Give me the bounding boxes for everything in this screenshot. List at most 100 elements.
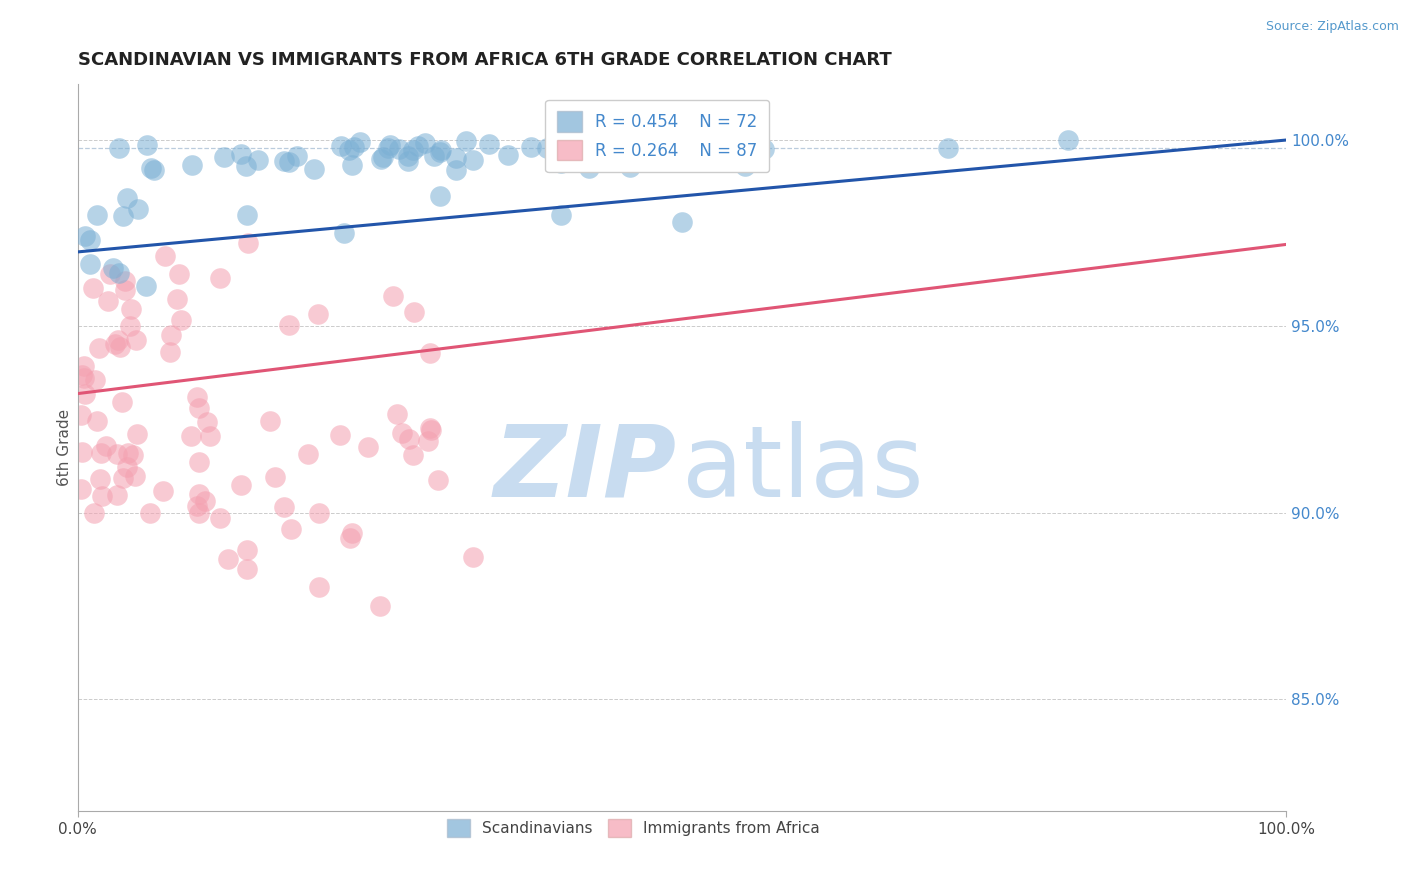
Point (159, 344, 181, 359)
Point (115, 191, 138, 205)
Text: ZIP: ZIP (494, 421, 676, 518)
Point (125, 333, 148, 347)
Point (416, 434, 439, 449)
Point (122, 448, 145, 462)
Point (423, 149, 446, 163)
Point (139, 506, 162, 520)
Point (308, 506, 330, 520)
Point (401, 449, 423, 463)
Point (120, 302, 142, 317)
Point (342, 159, 364, 173)
Point (936, 140, 959, 154)
Point (188, 455, 211, 469)
Point (90, 446, 112, 460)
Point (107, 141, 129, 155)
Point (125, 427, 148, 442)
Point (402, 305, 425, 319)
Point (238, 235, 260, 250)
Point (90, 490, 112, 504)
Point (187, 506, 209, 520)
Point (170, 312, 193, 326)
Text: SCANDINAVIAN VS IMMIGRANTS FROM AFRICA 6TH GRADE CORRELATION CHART: SCANDINAVIAN VS IMMIGRANTS FROM AFRICA 6… (77, 51, 891, 69)
Point (444, 151, 467, 165)
Point (396, 149, 419, 163)
Point (79, 233, 101, 247)
Point (103, 261, 125, 276)
Point (86, 208, 108, 222)
Point (107, 334, 129, 348)
Point (387, 142, 409, 156)
Point (329, 428, 352, 442)
Point (117, 459, 139, 474)
Point (127, 202, 149, 217)
Point (536, 141, 558, 155)
Point (550, 156, 572, 170)
Point (658, 139, 681, 153)
Point (139, 161, 162, 176)
Point (212, 150, 235, 164)
Point (280, 522, 302, 536)
Point (186, 499, 208, 513)
Point (169, 267, 191, 281)
Point (70, 444, 93, 458)
Point (114, 274, 136, 288)
Point (1057, 133, 1080, 147)
Point (370, 153, 392, 167)
Point (153, 249, 176, 263)
Point (704, 138, 727, 153)
Point (160, 327, 183, 342)
Point (208, 511, 231, 525)
Point (329, 139, 352, 153)
Point (419, 421, 441, 435)
Point (426, 474, 449, 488)
Point (188, 401, 211, 415)
Point (380, 138, 402, 153)
Point (610, 135, 633, 149)
Point (543, 140, 565, 154)
Point (368, 599, 391, 614)
Point (721, 149, 744, 163)
Point (520, 140, 543, 154)
Point (98, 267, 121, 281)
Point (349, 135, 371, 149)
Point (307, 308, 329, 322)
Point (456, 134, 478, 148)
Point (581, 147, 603, 161)
Point (79, 257, 101, 271)
Point (273, 500, 295, 514)
Point (396, 153, 419, 168)
Point (382, 289, 405, 303)
Point (599, 149, 621, 163)
Point (118, 318, 141, 333)
Point (187, 487, 209, 501)
Point (186, 390, 208, 404)
Point (634, 134, 657, 148)
Point (550, 208, 572, 222)
Point (246, 153, 269, 167)
Point (419, 423, 441, 437)
Point (297, 447, 319, 461)
Point (264, 469, 287, 483)
Point (461, 153, 484, 168)
Point (180, 428, 202, 442)
Point (75, 228, 97, 243)
Point (181, 158, 204, 172)
Point (107, 266, 129, 280)
Point (478, 136, 501, 151)
Point (236, 208, 259, 222)
Point (619, 160, 641, 174)
Point (112, 471, 135, 485)
Point (111, 395, 134, 409)
Point (89, 473, 111, 487)
Point (429, 145, 451, 160)
Point (87, 341, 110, 355)
Point (84, 373, 107, 387)
Point (105, 447, 128, 461)
Point (124, 469, 146, 483)
Point (277, 154, 299, 169)
Point (332, 227, 354, 241)
Point (578, 161, 600, 175)
Point (73, 371, 96, 385)
Point (387, 407, 409, 421)
Point (461, 549, 484, 564)
